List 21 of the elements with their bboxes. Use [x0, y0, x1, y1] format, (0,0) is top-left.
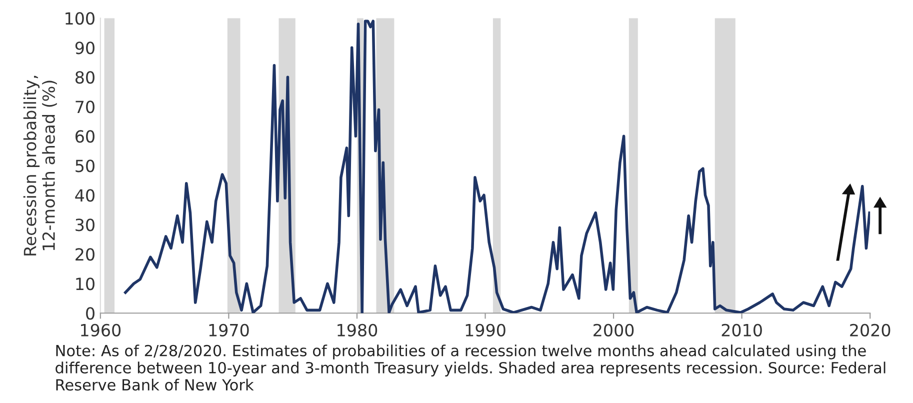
x-tick-label: 1990 [466, 324, 506, 336]
x-tick-label: 1960 [81, 324, 121, 336]
y-axis-title: Recession probability, 12-month ahead (%) [23, 76, 57, 256]
line-series [124, 20, 870, 314]
y-tick-label: 60 [76, 130, 94, 143]
y-tick-label: 80 [75, 71, 94, 84]
y-tick-label: 50 [76, 160, 94, 172]
y-tick-label: 90 [75, 42, 94, 54]
x-tick-label: 1970 [209, 324, 249, 336]
y-tick-label: 20 [76, 248, 94, 261]
text: Note: As of 2/28/2020. Estimates of probabilities of a recession twelve months ahead calculated using the difference between 10-year and 3-month Treasury yields. Shaded area represents recession. Source: Federal Reserve Bank of New York [56, 344, 886, 391]
x-tick-label: 2020 [850, 324, 890, 336]
y-tick-label: 40 [75, 189, 94, 202]
y-tick-label: 10 [76, 278, 94, 290]
y-tick-label: 100 [66, 12, 94, 25]
x-tick-label: 2000 [594, 324, 634, 336]
x-tick-label: 1980 [338, 324, 378, 336]
x-tick-label: 2010 [722, 324, 762, 336]
y-tick-label: 70 [76, 100, 94, 114]
y-tick-label: 0 [86, 307, 94, 320]
y-tick-label: 30 [76, 218, 94, 232]
